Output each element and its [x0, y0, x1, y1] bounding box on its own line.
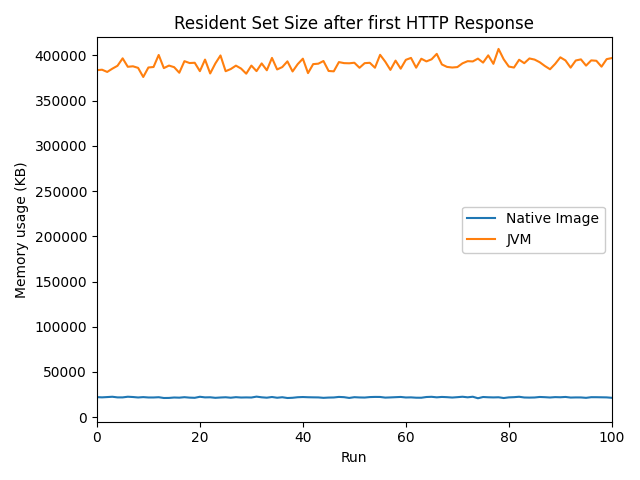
Native Image — [608, 395, 616, 401]
JVM — [129, 63, 137, 69]
Line: Native Image: Native Image — [97, 396, 612, 398]
JVM — [495, 46, 502, 52]
X-axis label: Run: Run — [341, 451, 367, 465]
Native Image — [407, 395, 415, 400]
JVM — [608, 55, 616, 61]
Native Image — [93, 394, 100, 400]
Native Image — [459, 394, 467, 400]
Native Image — [490, 395, 497, 400]
Legend: Native Image, JVM: Native Image, JVM — [462, 206, 605, 252]
JVM — [407, 55, 415, 61]
JVM — [93, 67, 100, 73]
Title: Resident Set Size after first HTTP Response: Resident Set Size after first HTTP Respo… — [174, 15, 534, 33]
Line: JVM: JVM — [97, 49, 612, 77]
JVM — [484, 52, 492, 58]
Native Image — [253, 394, 260, 399]
JVM — [335, 59, 343, 65]
Native Image — [335, 394, 343, 400]
Native Image — [129, 394, 137, 400]
JVM — [227, 66, 235, 72]
Native Image — [222, 395, 230, 400]
JVM — [140, 74, 147, 80]
Native Image — [474, 396, 482, 401]
JVM — [459, 60, 467, 66]
Y-axis label: Memory usage (KB): Memory usage (KB) — [15, 161, 29, 298]
